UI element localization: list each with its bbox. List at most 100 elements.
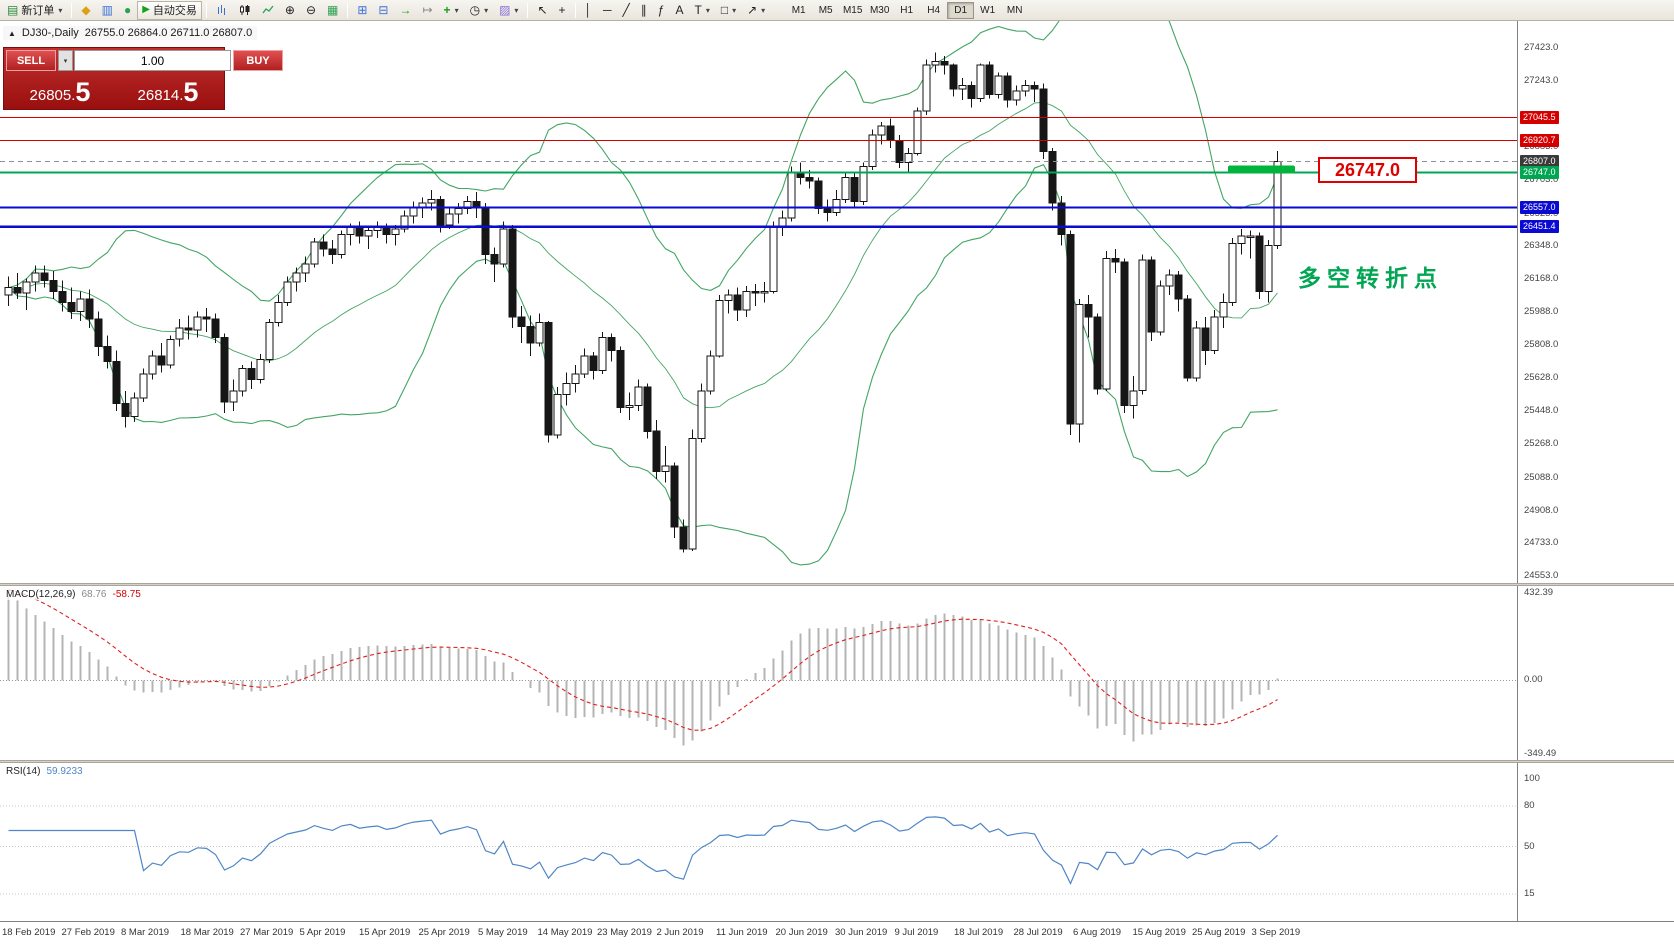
date-label: 15 Aug 2019 — [1132, 927, 1186, 938]
chevron-down-icon: ▾ — [484, 5, 489, 15]
price-callout[interactable]: 26747.0 — [1318, 157, 1417, 183]
crosshair-button[interactable]: + — [554, 1, 571, 20]
expert-advisors-button[interactable]: ◆ — [76, 1, 95, 20]
buy-price-main: 26814. — [137, 86, 184, 104]
price-axis[interactable]: 27423.027243.026883.026703.026523.026348… — [1518, 21, 1673, 583]
tile-windows-button[interactable]: ⊞ — [352, 1, 372, 20]
periods-button[interactable]: ◷ ▾ — [465, 1, 494, 20]
date-label: 15 Apr 2019 — [359, 927, 411, 938]
sell-price: 26805. 5 — [6, 71, 114, 107]
fibonacci-icon: ƒ — [657, 3, 665, 17]
chart-title-bar: ▲ DJ30-,Daily 26755.0 26864.0 26711.0 26… — [3, 26, 258, 40]
zoom-out-icon: ⊖ — [305, 3, 317, 17]
bar-chart-button[interactable] — [211, 1, 233, 20]
arrows-button[interactable]: ↗ ▾ — [742, 1, 770, 20]
macd-plot-area[interactable]: MACD(12,26,9) 68.76 -58.75 — [0, 586, 1518, 760]
rsi-plot-area[interactable]: RSI(14) 59.9233 — [0, 763, 1518, 921]
buy-button[interactable]: BUY — [233, 50, 283, 71]
indicators-button[interactable]: + ▾ — [439, 1, 464, 20]
channel-icon: ∥ — [640, 3, 647, 17]
vertical-line-button[interactable]: │ — [580, 1, 598, 20]
timeframe-w1-button[interactable]: W1 — [974, 2, 1001, 19]
arrow-icon: ↗ — [747, 3, 758, 17]
timeframe-h4-button[interactable]: H4 — [920, 2, 947, 19]
chart-shift-button[interactable]: ↦ — [417, 1, 437, 20]
date-label: 18 Feb 2019 — [2, 927, 56, 938]
shapes-button[interactable]: □ ▾ — [716, 1, 741, 20]
rsi-axis[interactable]: 100 80 50 15 — [1518, 763, 1673, 921]
volume-input[interactable] — [74, 50, 231, 71]
candlestick-chart[interactable] — [0, 21, 1518, 583]
price-axis-label: 26168.0 — [1524, 272, 1559, 284]
price-axis-tag: 27045.5 — [1520, 110, 1559, 124]
shapes-icon: □ — [720, 3, 729, 17]
autotrading-button[interactable]: ▶ 自动交易 — [137, 0, 202, 20]
macd-panel: MACD(12,26,9) 68.76 -58.75 432.39 0.00 -34… — [0, 586, 1674, 760]
macd-label: MACD(12,26,9) — [6, 589, 76, 600]
chevron-down-icon: ▾ — [705, 5, 710, 15]
timeframe-d1-button[interactable]: D1 — [947, 1, 975, 19]
price-axis-label: 25628.0 — [1524, 372, 1559, 384]
date-label: 25 Aug 2019 — [1192, 927, 1246, 938]
play-icon: ▶ — [142, 4, 150, 15]
date-label: 14 May 2019 — [537, 927, 593, 938]
channel-button[interactable]: ∥ — [636, 1, 652, 20]
templates-button[interactable]: ▨ ▾ — [494, 1, 523, 20]
rsi-chart[interactable] — [0, 763, 1518, 921]
zoom-in-button[interactable]: ⊕ — [280, 1, 300, 20]
price-axis-tag: 26807.0 — [1520, 154, 1559, 168]
macd-main-value: 68.76 — [81, 589, 107, 600]
price-axis-label: 26703.0 — [1524, 174, 1559, 186]
zoom-out-button[interactable]: ⊖ — [301, 1, 321, 20]
chevron-down-icon: ▾ — [761, 5, 766, 15]
rsi-label: RSI(14) — [6, 766, 41, 777]
panel-splitter[interactable] — [0, 583, 1674, 586]
vertical-line-icon: │ — [584, 3, 593, 17]
price-axis-label: 27243.0 — [1524, 75, 1559, 87]
text-button[interactable]: A — [670, 1, 688, 20]
timeframe-m1-button[interactable]: M1 — [785, 2, 812, 19]
turning-point-note[interactable]: 多空转折点 — [1298, 265, 1443, 291]
auto-scroll-button[interactable]: → — [394, 1, 416, 20]
ohlc-values: 26755.0 26864.0 26711.0 26807.0 — [84, 27, 253, 39]
cursor-button[interactable]: ↖ — [532, 1, 552, 20]
macd-axis[interactable]: 432.39 0.00 -349.49 — [1518, 586, 1673, 760]
price-axis-tag: 26747.0 — [1520, 165, 1559, 179]
timeframe-mn-button[interactable]: MN — [1001, 2, 1028, 19]
macd-axis-label: 0.00 — [1524, 674, 1543, 686]
volume-stepper[interactable]: ▾ — [58, 50, 73, 71]
timeframe-m30-button[interactable]: M30 — [866, 2, 893, 19]
fibonacci-button[interactable]: ƒ — [653, 1, 670, 20]
timeframe-h1-button[interactable]: H1 — [893, 2, 920, 19]
new-order-button[interactable]: ▤ 新订单 ▾ — [2, 1, 67, 20]
date-label: 6 Aug 2019 — [1073, 927, 1122, 938]
timeframe-m15-button[interactable]: M15 — [839, 2, 866, 19]
price-axis-label: 25808.0 — [1524, 339, 1559, 351]
line-chart-button[interactable] — [257, 1, 279, 20]
candlestick-chart-button[interactable] — [234, 1, 256, 20]
panel-splitter[interactable] — [0, 760, 1674, 763]
market-watch-button[interactable]: ▥ — [97, 1, 118, 20]
cascade-windows-button[interactable]: ⊟ — [373, 1, 393, 20]
rsi-axis-label: 50 — [1524, 840, 1535, 852]
one-click-trading-panel: SELL ▾ BUY 26805.5 26814.5 — [3, 47, 283, 110]
sell-button[interactable]: SELL — [6, 50, 56, 71]
macd-chart[interactable] — [0, 586, 1518, 760]
horizontal-line-button[interactable]: ─ — [598, 1, 617, 20]
text-label-button[interactable]: T ▾ — [689, 1, 714, 20]
autotrading-label: 自动交易 — [152, 5, 197, 17]
rsi-axis-label: 15 — [1524, 887, 1535, 899]
toolbar-separator — [574, 2, 576, 18]
main-chart-plot[interactable]: ▲ DJ30-,Daily 26755.0 26864.0 26711.0 26… — [0, 21, 1518, 583]
trendline-button[interactable]: ╱ — [618, 1, 635, 20]
time-axis[interactable]: 18 Feb 2019 27 Feb 2019 8 Mar 2019 18 Mar 2… — [0, 921, 1674, 944]
timeframe-m5-button[interactable]: M5 — [812, 2, 839, 19]
date-label: 5 Apr 2019 — [299, 927, 346, 938]
macd-signal-value: -58.75 — [112, 589, 141, 600]
timeframe-group: M1 M5 M15 M30 H1 H4 D1 W1 MN — [785, 1, 1028, 19]
macd-axis-label: 432.39 — [1524, 587, 1554, 598]
collapse-chart-icon[interactable]: ▲ — [8, 28, 16, 38]
grid-button[interactable]: ▦ — [322, 1, 343, 20]
navigator-button[interactable]: ● — [119, 1, 136, 20]
price-axis-label: 25268.0 — [1524, 438, 1559, 450]
